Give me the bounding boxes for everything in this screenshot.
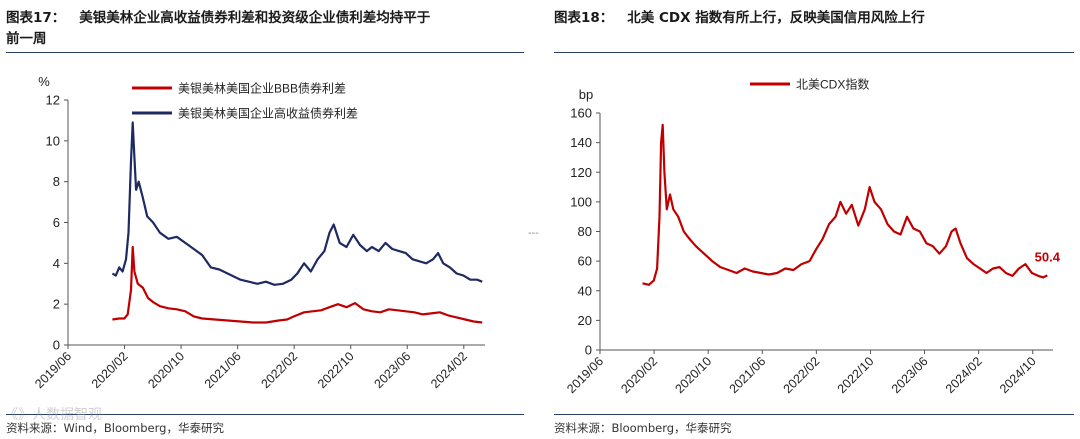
y-axis-unit-label: %: [38, 74, 50, 89]
x-tick-label: 2022/10: [315, 349, 357, 391]
x-tick-label: 2024/02: [943, 354, 985, 396]
y-tick-label: 40: [578, 283, 592, 298]
y-tick-label: 0: [585, 343, 592, 358]
x-tick-label: 2019/06: [32, 349, 74, 391]
x-tick-label: 2023/06: [372, 349, 414, 391]
y-tick-label: 10: [46, 133, 60, 148]
watermark-text: 《》人数据智观: [4, 407, 102, 423]
x-tick-label: 2022/10: [835, 354, 877, 396]
cdx-chart: 0 20 40 60 80 100 120 140 160 bp 2019/06 2020/02 202…: [564, 77, 1061, 397]
source-note: 资料来源：Wind，Bloomberg，华泰研究: [6, 421, 224, 435]
y-tick-label: 140: [570, 135, 592, 150]
chart-title-cdx: 图表18： 北美 CDX 指数有所上行，反映美国信用风险上行: [554, 8, 925, 29]
footer-rule: [554, 414, 1074, 415]
footer-rule: [6, 414, 524, 415]
chart-title-spread: 图表17： 美银美林企业高收益债券利差和投资级企业债利差均持平于 前一周: [6, 8, 430, 50]
spread-chart: 0 2 4 6 8 10 12% 2019/06 2020/02 2020/10 2021/06 20…: [32, 74, 485, 391]
y-tick-label: 20: [578, 313, 592, 328]
y-tick-label: 160: [570, 106, 592, 121]
title-rule: [554, 52, 1074, 53]
legend-label-2: 美银美林美国企业高收益债券利差: [178, 106, 358, 121]
title-line-1: 美银美林企业高收益债券利差和投资级企业债利差均持平于: [79, 10, 431, 26]
chart-panel-cdx: 图表18： 北美 CDX 指数有所上行，反映美国信用风险上行 0 20 40 60 80 1…: [548, 0, 1080, 439]
x-tick-label: 2019/06: [564, 354, 606, 396]
y-tick-label: 0: [53, 338, 60, 353]
x-tick-label: 2024/02: [428, 349, 470, 391]
x-tick-label: 2020/02: [618, 354, 660, 396]
x-tick-label: 2024/10: [997, 354, 1039, 396]
source-note: 资料来源：Bloomberg，华泰研究: [554, 421, 732, 435]
y-tick-label: 100: [570, 194, 592, 209]
y-tick-label: 8: [53, 174, 60, 189]
x-tick-label: 2022/02: [258, 349, 300, 391]
y-tick-label: 2: [53, 297, 60, 312]
y-tick-label: 120: [570, 165, 592, 180]
separator-mark: ---: [528, 228, 539, 239]
y-tick-label: 6: [53, 215, 60, 230]
x-tick-label: 2021/06: [202, 349, 244, 391]
series-line-2: [111, 121, 483, 286]
x-tick-label: 2020/10: [672, 354, 714, 396]
title-line-2: 前一周: [6, 31, 47, 47]
y-tick-label: 4: [53, 256, 60, 271]
x-tick-label: 2020/10: [145, 349, 187, 391]
x-tick-label: 2022/02: [781, 354, 823, 396]
x-tick-label: 2020/02: [89, 349, 131, 391]
y-axis-unit-label: bp: [579, 87, 593, 102]
series-line-1: [642, 123, 1048, 286]
legend-label-1: 北美CDX指数: [796, 77, 869, 92]
y-tick-label: 60: [578, 254, 592, 269]
legend-label-1: 美银美林美国企业BBB债券利差: [178, 81, 346, 96]
chart-panel-spread: 图表17： 美银美林企业高收益债券利差和投资级企业债利差均持平于 前一周 0 2 4 6…: [0, 0, 530, 439]
figure-number: 图表18：: [554, 10, 614, 26]
x-tick-label: 2023/06: [889, 354, 931, 396]
title-line-1: 北美 CDX 指数有所上行，反映美国信用风险上行: [627, 10, 925, 26]
title-rule: [6, 52, 524, 53]
series-line-1: [112, 245, 483, 324]
y-tick-label: 80: [578, 224, 592, 239]
x-tick-label: 2021/06: [727, 354, 769, 396]
y-tick-label: 12: [46, 93, 60, 108]
data-label-last-value: 50.4: [1035, 249, 1061, 264]
figure-number: 图表17：: [6, 10, 66, 26]
